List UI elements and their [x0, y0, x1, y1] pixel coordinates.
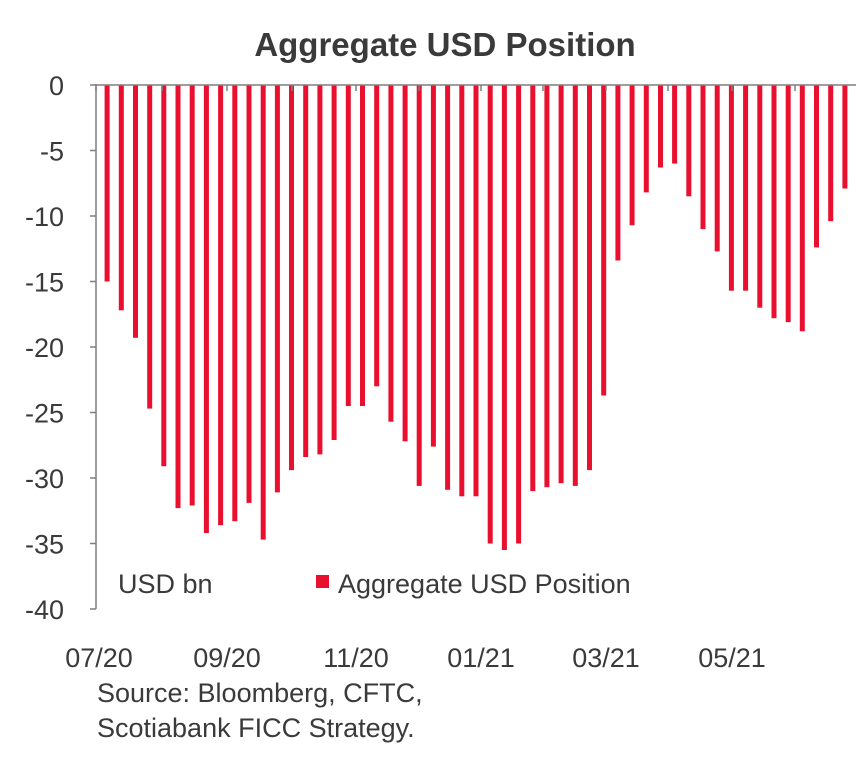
- bar: [587, 85, 592, 471]
- y-tick-label: -20: [25, 333, 64, 363]
- y-tick-label: -30: [25, 464, 64, 494]
- bar: [459, 85, 465, 497]
- legend-label: Aggregate USD Position: [338, 569, 631, 599]
- bar: [133, 85, 138, 338]
- source-line-1: Source: Bloomberg, CFTC,: [97, 678, 423, 708]
- bar: [487, 85, 493, 544]
- bar: [501, 85, 507, 550]
- bar: [232, 85, 238, 522]
- bar: [558, 85, 564, 484]
- unit-label: USD bn: [118, 569, 213, 599]
- legend-swatch: [316, 575, 329, 588]
- y-tick-label: 0: [49, 71, 64, 101]
- bar: [161, 85, 167, 467]
- y-tick-label: -15: [25, 268, 64, 298]
- bar: [388, 85, 394, 422]
- x-tick-label: 05/21: [698, 643, 766, 673]
- bar: [743, 85, 749, 291]
- bar: [601, 85, 607, 396]
- y-tick-label: -5: [40, 137, 64, 167]
- bar: [544, 85, 550, 488]
- y-tick-label: -10: [25, 202, 64, 232]
- bar: [246, 85, 252, 503]
- chart-title: Aggregate USD Position: [254, 26, 635, 63]
- bar: [289, 85, 294, 471]
- bar: [104, 85, 110, 282]
- bar: [516, 85, 522, 544]
- bar: [658, 85, 663, 168]
- bar: [771, 85, 777, 319]
- x-tick-label: 11/20: [323, 643, 389, 673]
- bar: [473, 85, 479, 497]
- y-tick-label: -35: [25, 530, 64, 560]
- bar: [814, 85, 819, 248]
- bar: [572, 85, 578, 486]
- bar: [728, 85, 734, 291]
- bar: [360, 85, 365, 406]
- bar: [147, 85, 153, 409]
- bar: [303, 85, 309, 457]
- y-axis: 0 -5 -10 -15 -20 -25 -30 -35 -40: [25, 71, 97, 625]
- bar: [274, 85, 280, 493]
- bar: [842, 85, 848, 189]
- bar: [331, 85, 337, 440]
- bar: [374, 85, 380, 387]
- x-tick-label: 09/20: [193, 643, 261, 673]
- chart: Aggregate USD Position 0 -5 -10 -15 -20 -25 -3…: [25, 26, 856, 673]
- bar: [785, 85, 791, 323]
- bar: [445, 85, 451, 490]
- bar: [118, 85, 124, 311]
- bar: [175, 85, 181, 509]
- source-line-2: Scotiabank FICC Strategy.: [97, 713, 415, 743]
- bar: [260, 85, 266, 540]
- bar: [615, 85, 621, 261]
- bar: [686, 85, 692, 197]
- bar: [203, 85, 209, 533]
- bar: [714, 85, 720, 252]
- x-axis: 07/20 09/20 11/20 01/21 03/21 05/21: [65, 84, 856, 673]
- bar: [218, 85, 224, 526]
- bar: [643, 85, 649, 193]
- x-tick-label: 01/21: [447, 643, 515, 673]
- y-tick-label: -25: [25, 399, 64, 429]
- bar: [345, 85, 351, 406]
- bar: [799, 85, 805, 332]
- bar: [430, 85, 436, 447]
- bar: [700, 85, 706, 230]
- x-tick-label: 03/21: [572, 643, 640, 673]
- bar: [416, 85, 422, 486]
- bar: [317, 85, 323, 455]
- source-note: Source: Bloomberg, CFTC, Scotiabank FICC…: [97, 676, 423, 746]
- bar: [530, 85, 536, 492]
- y-tick-label: -40: [25, 595, 64, 625]
- bar: [757, 85, 763, 308]
- legend: Aggregate USD Position: [316, 569, 631, 599]
- bars-group: [104, 85, 848, 550]
- bar: [629, 85, 635, 226]
- bar: [189, 85, 195, 506]
- bar: [402, 85, 408, 442]
- bar: [828, 85, 834, 222]
- x-tick-label: 07/20: [65, 643, 133, 673]
- bar: [672, 85, 678, 164]
